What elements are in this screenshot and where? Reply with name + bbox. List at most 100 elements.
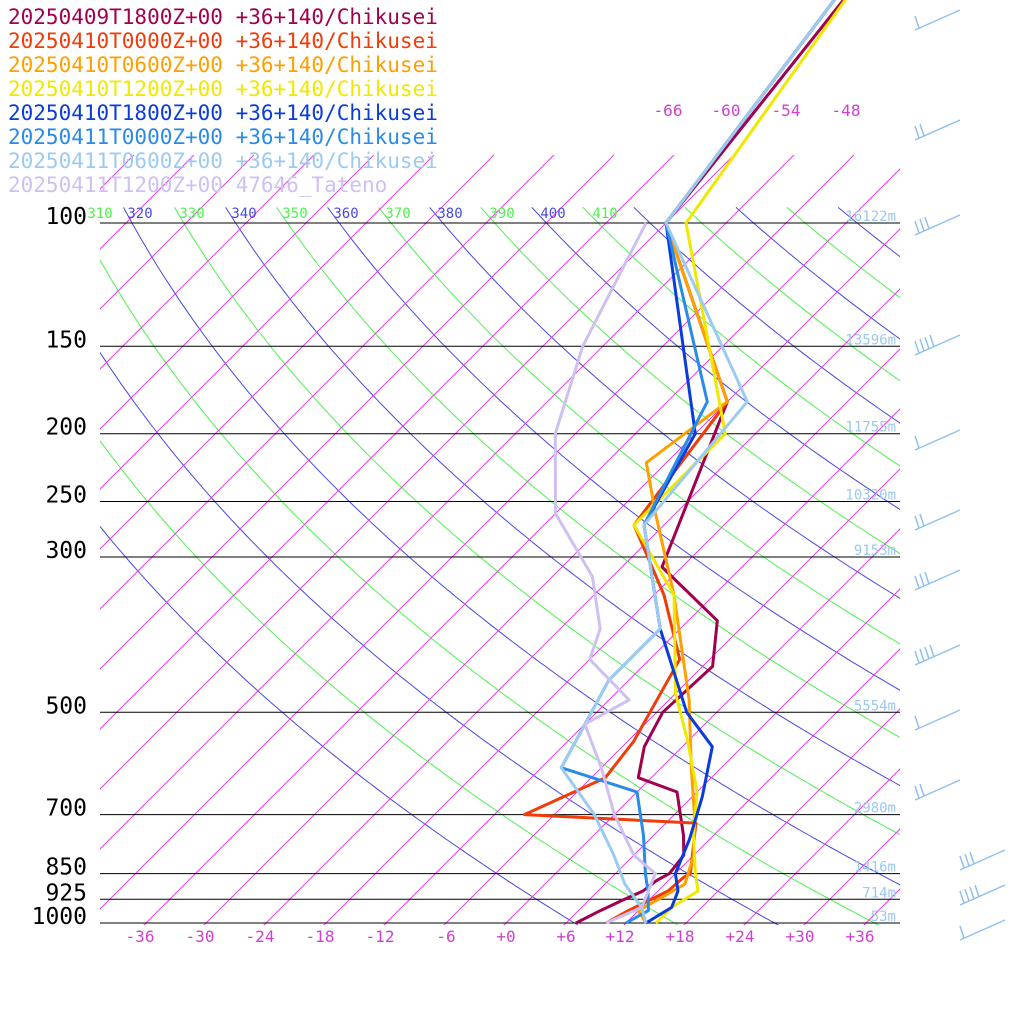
dry-adiabat-line — [480, 207, 900, 555]
sounding-profiles — [522, 0, 848, 925]
isotherm-line — [503, 528, 900, 925]
dry-adiabat-line — [100, 525, 579, 925]
isotherm-lines — [100, 154, 900, 925]
isotherm-line — [743, 768, 900, 925]
dry-adiabat-line — [100, 351, 780, 925]
height-label: 714m — [862, 885, 896, 901]
x-tick-label: -6 — [436, 927, 455, 946]
pressure-label: 250 — [45, 483, 87, 509]
wind-barb — [914, 569, 961, 591]
wind-barb — [959, 849, 1006, 871]
legend-entry: 20250411T1200Z+00 47646_Tateno — [8, 173, 387, 197]
sounding-line — [636, 0, 837, 924]
pressure-label: 500 — [45, 693, 87, 719]
isotherm-line — [100, 154, 615, 670]
x-tick-label: -18 — [306, 927, 335, 946]
x-tick-label: -12 — [366, 927, 395, 946]
wind-barb — [959, 919, 1006, 941]
isotherm-line — [100, 154, 375, 430]
dry-adiabat-line — [174, 207, 900, 836]
isotherm-line — [203, 228, 900, 925]
legend: 20250409T1800Z+00 +36+140/Chikusei202504… — [8, 5, 438, 197]
pressure-label: 100 — [45, 204, 87, 230]
x-tick-label: +24 — [726, 927, 755, 946]
dry-adiabat-line — [225, 207, 900, 787]
wind-barb — [914, 709, 961, 731]
height-label: 5554m — [854, 698, 896, 714]
sounding-line — [642, 0, 837, 925]
upper-temp-label: -54 — [772, 101, 801, 120]
theta-label: 410 — [592, 206, 617, 222]
x-tick-label: +36 — [846, 927, 875, 946]
wind-barb — [914, 9, 961, 31]
height-label: 16122m — [845, 209, 896, 225]
isotherm-line — [100, 154, 495, 550]
x-tick-label: -24 — [246, 927, 275, 946]
dry-adiabat-line — [531, 207, 900, 511]
isotherm-line — [100, 154, 555, 610]
isotherm-line — [683, 708, 900, 925]
legend-entry: 20250411T0000Z+00 +36+140/Chikusei — [8, 125, 438, 149]
axis-labels: 100 16122m 150 13596m 200 11755m 250 10320m 300 9… — [32, 101, 896, 946]
legend-entry: 20250409T1800Z+00 +36+140/Chikusei — [8, 5, 438, 29]
pressure-label: 150 — [45, 327, 87, 353]
height-label: 53m — [871, 909, 896, 925]
wind-barb — [914, 429, 961, 451]
theta-label: 330 — [179, 206, 204, 222]
isotherm-line — [383, 408, 900, 925]
dry-adiabat-lines — [100, 207, 900, 925]
height-label: 13596m — [845, 332, 896, 348]
theta-label: 390 — [489, 206, 514, 222]
pressure-label: 850 — [45, 855, 87, 881]
theta-label: 380 — [437, 206, 462, 222]
legend-entry: 20250410T0000Z+00 +36+140/Chikusei — [8, 29, 438, 53]
dry-adiabat-line — [327, 207, 900, 691]
isotherm-line — [323, 348, 900, 925]
wind-barb — [914, 509, 961, 531]
isotherm-line — [443, 468, 900, 925]
isotherm-line — [100, 154, 855, 910]
dry-adiabat-line — [123, 207, 900, 886]
height-label: 1416m — [854, 860, 896, 876]
x-tick-label: -30 — [186, 927, 215, 946]
isotherm-line — [100, 154, 435, 490]
theta-label: 360 — [333, 206, 358, 222]
x-tick-label: -36 — [126, 927, 155, 946]
pressure-label: 1000 — [32, 904, 87, 930]
x-tick-label: +30 — [786, 927, 815, 946]
theta-label: 370 — [385, 206, 410, 222]
wind-barb — [914, 334, 961, 356]
dry-adiabat-line — [100, 258, 880, 925]
isotherm-line — [100, 154, 255, 310]
wind-barb — [914, 214, 961, 236]
isotherm-line — [100, 154, 795, 850]
upper-temp-label: -60 — [712, 101, 741, 120]
dry-adiabat-line — [100, 439, 679, 925]
sounding-line — [632, 0, 848, 925]
isotherm-line — [100, 154, 735, 790]
theta-label: 340 — [231, 206, 256, 222]
x-tick-label: +12 — [606, 927, 635, 946]
legend-entry: 20250410T1200Z+00 +36+140/Chikusei — [8, 77, 438, 101]
pressure-label: 300 — [45, 538, 87, 564]
theta-label: 400 — [540, 206, 565, 222]
upper-temp-label: -66 — [654, 101, 683, 120]
wind-barb — [914, 644, 961, 666]
wind-barbs — [914, 9, 1006, 941]
isotherm-line — [143, 168, 900, 925]
dry-adiabat-line — [378, 207, 900, 645]
isotherm-line — [623, 648, 900, 925]
pressure-label: 925 — [45, 880, 87, 906]
sounding-line — [553, 222, 657, 925]
upper-temp-label: -48 — [832, 101, 861, 120]
isobar-lines — [100, 222, 900, 924]
pressure-label: 200 — [45, 415, 87, 441]
wind-barb — [914, 119, 961, 141]
isotherm-line — [563, 588, 900, 925]
legend-entry: 20250410T0600Z+00 +36+140/Chikusei — [8, 53, 438, 77]
sounding-line — [522, 0, 837, 925]
height-label: 11755m — [845, 420, 896, 436]
wind-barb — [914, 779, 961, 801]
x-tick-label: +6 — [556, 927, 575, 946]
